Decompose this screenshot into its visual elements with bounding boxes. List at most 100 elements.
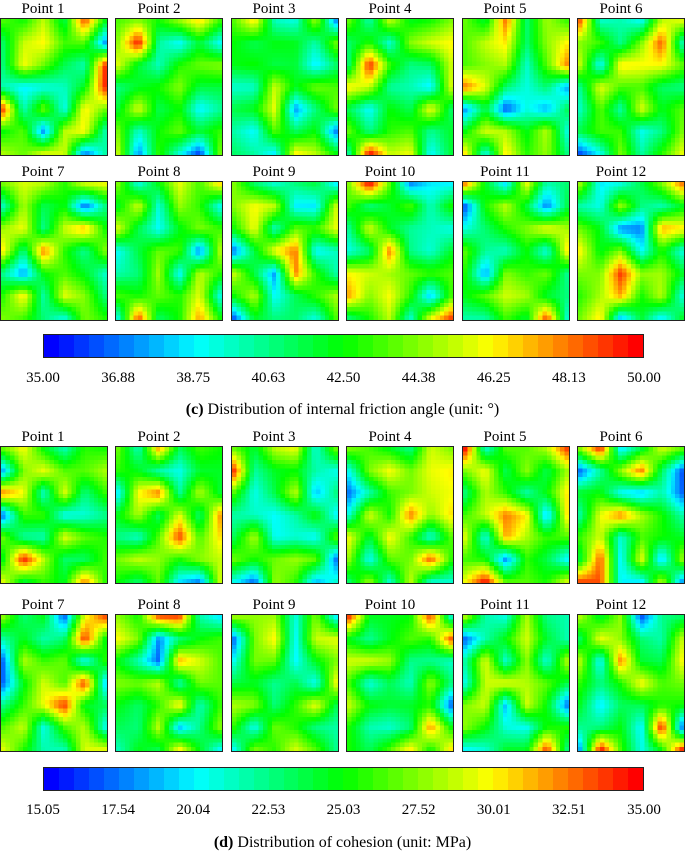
colorbar-segment xyxy=(223,768,239,790)
colorbar-segment xyxy=(178,768,194,790)
colorbar-segment xyxy=(328,768,344,790)
colorbar-segment xyxy=(523,768,538,790)
colorbar-segment xyxy=(478,768,494,790)
colorbar-segment xyxy=(238,768,254,790)
contour-map xyxy=(115,18,223,156)
point-label: Point 12 xyxy=(595,597,647,613)
colorbar-segment xyxy=(88,335,104,357)
colorbar-segment xyxy=(118,768,134,790)
point-label: Point 6 xyxy=(599,429,643,445)
colorbar-segment xyxy=(253,335,269,357)
colorbar-tick-label: 44.38 xyxy=(401,370,436,386)
contour-map xyxy=(577,446,685,584)
colorbar-segment xyxy=(627,335,643,357)
contour-map xyxy=(0,614,108,752)
colorbar-segment xyxy=(537,768,553,790)
colorbar-segment xyxy=(328,335,344,357)
colorbar-segment xyxy=(283,768,299,790)
colorbar-segment xyxy=(268,335,284,357)
colorbar-segment xyxy=(567,768,583,790)
colorbar-segment xyxy=(313,768,329,790)
point-label: Point 1 xyxy=(21,1,65,17)
colorbar-tick-label: 35.00 xyxy=(627,802,661,818)
colorbar-segment xyxy=(133,768,149,790)
colorbar-segment xyxy=(298,768,314,790)
colorbar-segment xyxy=(58,768,74,790)
contour-map xyxy=(462,614,570,752)
colorbar-segment xyxy=(178,335,194,357)
contour-map xyxy=(577,614,685,752)
colorbar-segment xyxy=(253,768,269,790)
colorbar-segment xyxy=(627,768,643,790)
point-label: Point 12 xyxy=(595,164,647,180)
colorbar-segment xyxy=(612,335,628,357)
colorbar-segment xyxy=(44,335,59,357)
point-label: Point 2 xyxy=(137,1,181,17)
point-label: Point 11 xyxy=(480,164,530,180)
colorbar-segment xyxy=(358,768,374,790)
point-label: Point 5 xyxy=(483,429,527,445)
colorbar-segment xyxy=(373,768,389,790)
point-label: Point 4 xyxy=(368,429,412,445)
colorbar-segment xyxy=(597,768,613,790)
colorbar-tick-label: 22.53 xyxy=(251,802,286,818)
colorbar-tick-label: 40.63 xyxy=(251,370,286,386)
colorbar-segment xyxy=(208,335,224,357)
colorbar-segment xyxy=(283,335,299,357)
contour-map xyxy=(577,18,685,156)
colorbar-segment xyxy=(148,768,164,790)
colorbar-segment xyxy=(403,768,419,790)
point-label: Point 8 xyxy=(137,597,181,613)
colorbar-segment xyxy=(433,335,449,357)
contour-map xyxy=(346,614,454,752)
caption-text: Distribution of cohesion (unit: MPa) xyxy=(233,834,472,851)
contour-map xyxy=(115,181,223,321)
figure-caption: (c) Distribution of internal friction an… xyxy=(0,400,685,420)
colorbar-segment xyxy=(463,335,479,357)
contour-map xyxy=(0,18,108,156)
contour-map xyxy=(231,446,339,584)
colorbar-segment xyxy=(103,768,119,790)
colorbar-segment xyxy=(44,768,59,790)
colorbar-segment xyxy=(478,335,494,357)
colorbar-segment xyxy=(343,768,359,790)
figure-caption: (d) Distribution of cohesion (unit: MPa) xyxy=(0,833,685,853)
colorbar-segment xyxy=(508,335,523,357)
colorbar-segment xyxy=(418,768,434,790)
colorbar-segment xyxy=(523,335,538,357)
contour-map xyxy=(577,181,685,321)
colorbar-segment xyxy=(597,335,613,357)
colorbar-segment xyxy=(552,335,568,357)
contour-map xyxy=(231,18,339,156)
contour-map xyxy=(0,446,108,584)
point-label: Point 11 xyxy=(480,597,530,613)
colorbar-segment xyxy=(463,768,479,790)
contour-map xyxy=(346,18,454,156)
point-label: Point 9 xyxy=(252,164,296,180)
colorbar-tick-label: 50.00 xyxy=(627,370,661,386)
contour-map xyxy=(462,446,570,584)
point-label: Point 10 xyxy=(364,597,416,613)
point-label: Point 7 xyxy=(21,597,65,613)
contour-map xyxy=(346,181,454,321)
colorbar-segment xyxy=(193,335,209,357)
point-label: Point 3 xyxy=(252,1,296,17)
point-label: Point 6 xyxy=(599,1,643,17)
colorbar-segment xyxy=(418,335,434,357)
colorbar-segment xyxy=(388,768,404,790)
colorbar-segment xyxy=(493,335,509,357)
point-label: Point 4 xyxy=(368,1,412,17)
caption-letter: (c) xyxy=(185,401,204,418)
colorbar-segment xyxy=(537,335,553,357)
contour-map xyxy=(115,614,223,752)
point-label: Point 8 xyxy=(137,164,181,180)
colorbar-segment xyxy=(103,335,119,357)
colorbar-segment xyxy=(163,768,179,790)
colorbar-segment xyxy=(358,335,374,357)
colorbar-segment xyxy=(298,335,314,357)
colorbar-tick-label: 20.04 xyxy=(176,802,211,818)
point-label: Point 5 xyxy=(483,1,527,17)
colorbar-segment xyxy=(567,335,583,357)
colorbar-tick-label: 30.01 xyxy=(476,802,511,818)
colorbar xyxy=(43,334,644,358)
